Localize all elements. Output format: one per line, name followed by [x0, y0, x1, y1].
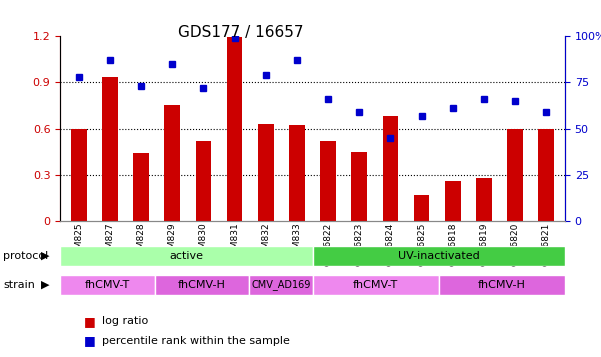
Bar — [383, 116, 398, 221]
Bar — [289, 125, 305, 221]
Text: fhCMV-T: fhCMV-T — [85, 280, 130, 290]
FancyBboxPatch shape — [439, 275, 565, 295]
Bar — [165, 105, 180, 221]
Text: fhCMV-H: fhCMV-H — [178, 280, 226, 290]
Text: percentile rank within the sample: percentile rank within the sample — [102, 336, 290, 346]
Bar — [445, 181, 460, 221]
Bar — [414, 195, 429, 221]
Text: strain: strain — [3, 280, 35, 290]
Text: ▶: ▶ — [41, 280, 49, 290]
Bar — [258, 124, 273, 221]
Text: ■: ■ — [84, 335, 96, 347]
Text: ■: ■ — [84, 315, 96, 328]
Bar — [102, 77, 118, 221]
FancyBboxPatch shape — [155, 275, 249, 295]
FancyBboxPatch shape — [60, 275, 155, 295]
FancyBboxPatch shape — [60, 246, 313, 266]
FancyBboxPatch shape — [313, 275, 439, 295]
Text: active: active — [169, 251, 203, 261]
Text: UV-inactivated: UV-inactivated — [398, 251, 480, 261]
Text: CMV_AD169: CMV_AD169 — [251, 279, 311, 290]
FancyBboxPatch shape — [313, 246, 565, 266]
Text: fhCMV-T: fhCMV-T — [353, 280, 398, 290]
Bar — [133, 153, 149, 221]
Bar — [476, 178, 492, 221]
Bar — [196, 141, 211, 221]
Text: protocol: protocol — [3, 251, 48, 261]
Text: fhCMV-H: fhCMV-H — [478, 280, 526, 290]
Bar — [320, 141, 336, 221]
Bar — [71, 129, 87, 221]
Bar — [507, 129, 523, 221]
Text: log ratio: log ratio — [102, 316, 148, 326]
Bar — [227, 37, 242, 221]
FancyBboxPatch shape — [249, 275, 313, 295]
Text: GDS177 / 16657: GDS177 / 16657 — [178, 25, 303, 40]
Bar — [352, 152, 367, 221]
Text: ▶: ▶ — [41, 251, 49, 261]
Bar — [538, 129, 554, 221]
